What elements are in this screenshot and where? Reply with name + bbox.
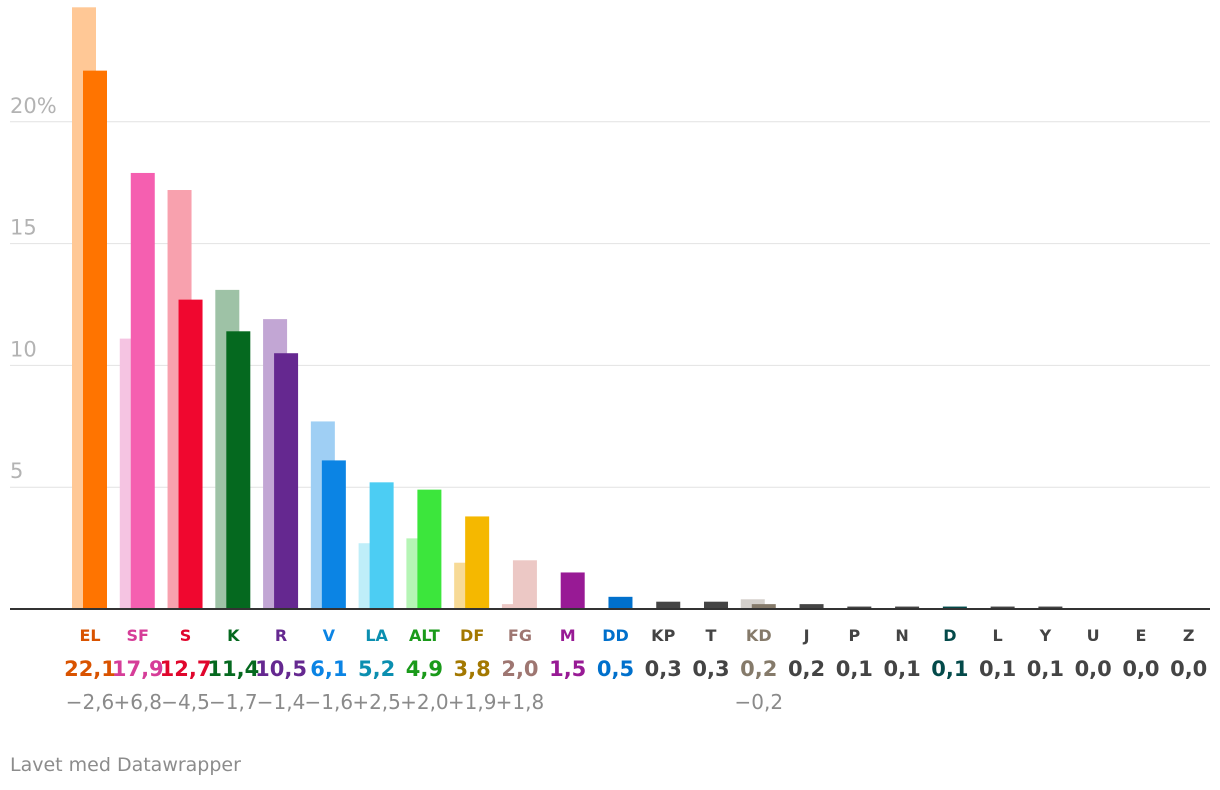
value-label-fg: 2,0	[501, 657, 538, 681]
party-label-r: R	[275, 626, 287, 645]
y-tick-label: 5	[10, 459, 23, 483]
bar-current-alt	[417, 489, 442, 609]
party-label-dd: DD	[602, 626, 629, 645]
bar-current-t	[704, 601, 729, 609]
bar-current-m	[560, 572, 585, 609]
party-label-alt: ALT	[409, 626, 440, 645]
bar-current-fg	[512, 560, 537, 609]
bar-current-d	[942, 606, 967, 609]
change-label-el: −2,6	[66, 690, 115, 714]
party-label-e: E	[1135, 626, 1146, 645]
party-label-p: P	[848, 626, 860, 645]
party-label-y: Y	[1039, 626, 1052, 645]
value-label-d: 0,1	[931, 657, 968, 681]
value-label-v: 6,1	[310, 657, 347, 681]
bar-current-j	[799, 604, 824, 609]
bar-current-k	[226, 331, 251, 609]
value-label-l: 0,1	[979, 657, 1016, 681]
party-label-kd: KD	[746, 626, 772, 645]
category-labels: EL22,1−2,6SF17,9+6,8S12,7−4,5K11,4−1,7R1…	[64, 626, 1207, 714]
bar-current-p	[847, 606, 872, 609]
party-label-t: T	[706, 626, 717, 645]
party-label-m: M	[560, 626, 576, 645]
value-label-y: 0,1	[1027, 657, 1064, 681]
change-label-r: −1,4	[257, 690, 306, 714]
change-label-kd: −0,2	[734, 690, 783, 714]
party-label-s: S	[180, 626, 192, 645]
value-label-dd: 0,5	[597, 657, 634, 681]
change-label-sf: +6,8	[113, 690, 162, 714]
value-label-z: 0,0	[1170, 657, 1207, 681]
party-label-kp: KP	[651, 626, 675, 645]
y-tick-label: 15	[10, 216, 37, 240]
change-label-df: +1,9	[448, 690, 497, 714]
bar-current-r	[274, 353, 299, 609]
party-label-la: LA	[365, 626, 388, 645]
bar-current-s	[178, 299, 203, 609]
bar-current-kd	[751, 604, 776, 609]
value-label-t: 0,3	[692, 657, 729, 681]
value-label-e: 0,0	[1122, 657, 1159, 681]
change-label-la: +2,5	[352, 690, 401, 714]
party-label-fg: FG	[508, 626, 532, 645]
value-label-k: 11,4	[207, 657, 259, 681]
value-label-el: 22,1	[64, 657, 116, 681]
bar-current-v	[321, 460, 346, 609]
bar-current-l	[990, 606, 1015, 609]
value-label-df: 3,8	[454, 657, 491, 681]
gridlines: 5 10 15 20%	[10, 94, 1210, 488]
value-label-m: 1,5	[549, 657, 586, 681]
bars	[72, 7, 1063, 610]
value-label-kd: 0,2	[740, 657, 777, 681]
party-label-l: L	[993, 626, 1003, 645]
bar-current-n	[895, 606, 920, 609]
value-label-p: 0,1	[836, 657, 873, 681]
change-label-s: −4,5	[161, 690, 210, 714]
value-label-j: 0,2	[788, 657, 825, 681]
party-label-df: DF	[460, 626, 484, 645]
value-label-sf: 17,9	[112, 657, 164, 681]
credit-footer[interactable]: Lavet med Datawrapper	[10, 754, 241, 776]
bar-current-df	[465, 516, 490, 609]
change-label-v: −1,6	[305, 690, 354, 714]
bar-current-y	[1038, 606, 1063, 609]
party-label-el: EL	[79, 626, 100, 645]
value-label-u: 0,0	[1075, 657, 1112, 681]
party-label-d: D	[943, 626, 956, 645]
value-label-r: 10,5	[255, 657, 307, 681]
party-label-u: U	[1087, 626, 1100, 645]
value-label-alt: 4,9	[406, 657, 443, 681]
bar-current-kp	[656, 601, 681, 609]
y-tick-label: 10	[10, 337, 37, 361]
party-label-n: N	[895, 626, 908, 645]
party-label-k: K	[227, 626, 240, 645]
change-label-fg: +1,8	[496, 690, 545, 714]
value-label-n: 0,1	[883, 657, 920, 681]
party-label-v: V	[323, 626, 336, 645]
value-label-kp: 0,3	[645, 657, 682, 681]
change-label-k: −1,7	[209, 690, 258, 714]
y-tick-label: 20%	[10, 94, 57, 118]
party-label-sf: SF	[127, 626, 149, 645]
value-label-la: 5,2	[358, 657, 395, 681]
value-label-s: 12,7	[160, 657, 212, 681]
bar-current-la	[369, 482, 394, 609]
party-label-z: Z	[1183, 626, 1195, 645]
party-label-j: J	[803, 626, 810, 645]
bar-current-sf	[130, 172, 155, 609]
bar-current-dd	[608, 596, 633, 609]
change-label-alt: +2,0	[400, 690, 449, 714]
bar-current-el	[83, 70, 107, 610]
